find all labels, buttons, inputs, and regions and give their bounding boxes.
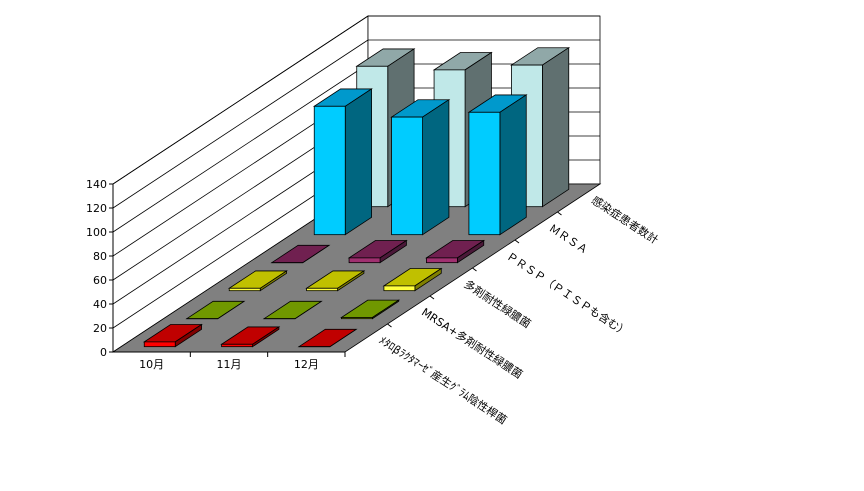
depth-tick bbox=[514, 239, 520, 244]
series-label: 感染症患者数計 bbox=[589, 193, 661, 247]
y-tick-label: 20 bbox=[93, 322, 107, 335]
bar bbox=[468, 111, 501, 236]
bar bbox=[228, 287, 261, 292]
gridline-left bbox=[112, 39, 369, 209]
y-tick-label: 120 bbox=[86, 202, 107, 215]
y-tick-label: 60 bbox=[93, 274, 107, 287]
series-label: ＭＲＳＡ bbox=[547, 222, 591, 257]
y-tick-label: 40 bbox=[93, 298, 107, 311]
y-tick-label: 100 bbox=[86, 226, 107, 239]
bar-side bbox=[329, 328, 357, 348]
y-tick-label: 80 bbox=[93, 250, 107, 263]
bar-side bbox=[499, 94, 527, 236]
bar-side bbox=[217, 300, 245, 320]
bar bbox=[348, 257, 381, 264]
y-tick-label: 0 bbox=[100, 346, 107, 359]
gridline-left bbox=[112, 15, 369, 185]
depth-tick bbox=[557, 211, 562, 216]
x-tick-label: 12月 bbox=[294, 358, 319, 371]
bar bbox=[143, 341, 176, 348]
gridline-left bbox=[112, 63, 369, 233]
x-tick-label: 10月 bbox=[139, 358, 164, 371]
bar bbox=[341, 317, 373, 320]
depth-tick bbox=[387, 323, 392, 328]
x-tick-label: 11月 bbox=[217, 358, 242, 371]
bar-side bbox=[542, 46, 570, 208]
bar-side bbox=[294, 300, 322, 320]
depth-tick bbox=[429, 295, 435, 300]
bar bbox=[383, 285, 416, 292]
bar-side bbox=[302, 244, 330, 264]
bar bbox=[391, 116, 423, 236]
bar bbox=[313, 105, 346, 236]
bar bbox=[221, 343, 253, 348]
bar-side bbox=[344, 88, 372, 236]
depth-tick bbox=[472, 267, 477, 272]
bar bbox=[426, 257, 458, 264]
series-label: 多剤耐性緑膿菌 bbox=[462, 277, 534, 331]
y-tick-label: 140 bbox=[86, 178, 107, 191]
bar-side bbox=[422, 98, 450, 236]
bar bbox=[306, 287, 338, 292]
